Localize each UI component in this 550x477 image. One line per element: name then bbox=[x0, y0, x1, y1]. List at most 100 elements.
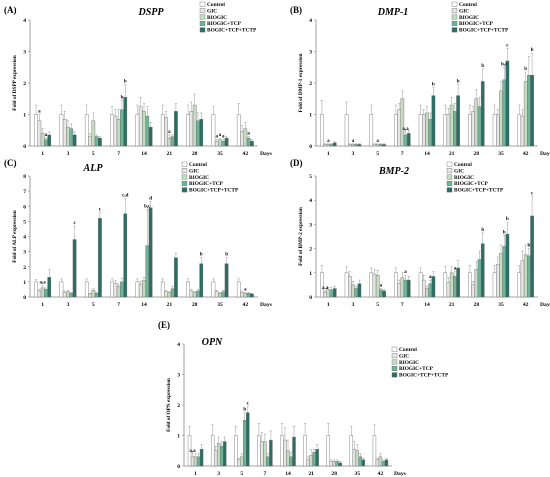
bar-biogic bbox=[351, 144, 355, 147]
bar-control bbox=[517, 272, 522, 298]
y-tick-label: 4 bbox=[23, 18, 26, 24]
legend-swatch bbox=[181, 174, 188, 180]
x-tick-label: 28 bbox=[474, 151, 480, 157]
significance-label: c bbox=[506, 43, 509, 48]
legend-entry: BOGIC+TCP+TCTP bbox=[207, 28, 257, 34]
y-tick-label: 2 bbox=[177, 403, 180, 409]
bar-control bbox=[34, 281, 38, 298]
bar-gic bbox=[372, 144, 377, 147]
bar-gic bbox=[113, 115, 118, 147]
bar-control bbox=[236, 281, 241, 298]
legend-entry: GIC bbox=[207, 8, 217, 14]
legend-swatch bbox=[199, 8, 206, 14]
bar-biogic bbox=[218, 139, 222, 147]
bar-bogic-tcp-tctp bbox=[199, 119, 204, 147]
x-tick-label: 5 bbox=[376, 151, 379, 157]
legend-swatch bbox=[446, 180, 453, 186]
bar-bogic-tcp-tctp bbox=[505, 60, 510, 147]
bar-biogic-tcp bbox=[335, 461, 339, 467]
bar-bogic-tcp-tctp bbox=[292, 436, 296, 467]
bar-biogic bbox=[425, 288, 429, 298]
bar-control bbox=[372, 435, 377, 467]
y-tick-label: 2 bbox=[23, 265, 26, 271]
legend-swatch bbox=[391, 353, 398, 359]
bar-gic bbox=[306, 459, 310, 467]
bar-biogic-tcp bbox=[243, 420, 247, 467]
bar-bogic-tcp-tctp bbox=[382, 290, 386, 298]
bar-control bbox=[280, 435, 284, 467]
bar-biogic-tcp bbox=[266, 456, 270, 467]
bar-bogic-tcp-tctp bbox=[98, 137, 102, 147]
significance-label: b bbox=[225, 253, 228, 258]
legend-swatch bbox=[451, 14, 458, 20]
significance-label: c bbox=[247, 402, 250, 407]
y-tick-label: 4 bbox=[309, 18, 312, 24]
bar-control bbox=[84, 114, 89, 147]
bar-bogic-tcp-tctp bbox=[382, 144, 386, 147]
bar-gic bbox=[446, 282, 451, 298]
x-tick-label: 14 bbox=[285, 471, 291, 477]
legend-entry: BOGIC+TCP+TCTP bbox=[399, 373, 449, 379]
legend-entry: BIOGIC bbox=[207, 15, 227, 21]
bar-biogic-tcp bbox=[246, 137, 251, 147]
significance-label: c bbox=[531, 192, 534, 197]
bar-biogic bbox=[523, 254, 528, 298]
bar-biogic bbox=[192, 292, 197, 298]
bar-gic bbox=[397, 109, 401, 147]
bar-bogic-tcp-tctp bbox=[480, 81, 485, 147]
y-tick-label: 4 bbox=[23, 235, 26, 241]
bar-gic bbox=[471, 111, 475, 147]
x-tick-label: 1 bbox=[327, 302, 330, 308]
x-tick-label: 28 bbox=[192, 151, 198, 157]
bar-biogic bbox=[400, 277, 405, 298]
bar-biogic-tcp bbox=[196, 120, 200, 147]
bar-biogic-tcp bbox=[44, 289, 48, 298]
bar-biogic-tcp bbox=[502, 245, 507, 298]
legend-swatch bbox=[446, 174, 453, 180]
y-tick-label: 3 bbox=[177, 373, 180, 379]
y-tick-label: 2 bbox=[309, 247, 312, 253]
chart-title: DSPP bbox=[138, 7, 165, 18]
bar-biogic-tcp bbox=[145, 115, 150, 147]
bar-biogic bbox=[240, 456, 244, 467]
x-tick-label: 5 bbox=[92, 151, 95, 157]
bar-control bbox=[344, 114, 349, 147]
significance-label: b bbox=[481, 228, 484, 233]
significance-label: b bbox=[481, 64, 484, 69]
significance-label: b bbox=[524, 67, 527, 72]
y-tick-label: 2 bbox=[23, 81, 26, 87]
significance-label: a bbox=[327, 139, 330, 144]
legend-entry: BOGIC+TCP+TCTP bbox=[454, 188, 504, 194]
legend-swatch bbox=[199, 21, 206, 26]
x-axis-label: Days bbox=[260, 302, 273, 308]
bar-bogic-tcp-tctp bbox=[224, 137, 229, 147]
bar-control bbox=[211, 281, 216, 298]
bar-biogic-tcp bbox=[453, 276, 457, 298]
bar-biogic bbox=[116, 119, 121, 147]
bar-biogic-tcp bbox=[246, 293, 251, 298]
bar-control bbox=[110, 114, 114, 147]
bar-biogic bbox=[523, 81, 528, 147]
bar-biogic-tcp bbox=[196, 290, 200, 298]
bar-control bbox=[492, 272, 497, 298]
bar-gic bbox=[329, 461, 333, 467]
bar-gic bbox=[323, 291, 327, 298]
bar-bogic-tcp-tctp bbox=[315, 449, 319, 467]
bar-bogic-tcp-tctp bbox=[431, 95, 436, 147]
bar-biogic-tcp bbox=[403, 134, 408, 147]
panel-label: (D) bbox=[290, 158, 303, 168]
significance-label: a,a bbox=[322, 286, 329, 291]
bar-bogic-tcp-tctp bbox=[148, 207, 153, 298]
legend-entry: BOGIC+TCP+TCTP bbox=[189, 188, 239, 194]
y-tick-label: 4 bbox=[309, 198, 312, 204]
bar-biogic-tcp bbox=[527, 255, 531, 298]
x-tick-label: 1 bbox=[41, 302, 44, 308]
panel-label: (E) bbox=[158, 320, 170, 330]
bar-gic bbox=[138, 283, 143, 298]
y-tick-label: 0 bbox=[23, 144, 26, 150]
bar-biogic bbox=[499, 253, 503, 298]
chart-panel-4: (D) BMP-2 0 1 2 3 4 5 Fold of BMP-2 expression 1 3… bbox=[290, 158, 550, 308]
